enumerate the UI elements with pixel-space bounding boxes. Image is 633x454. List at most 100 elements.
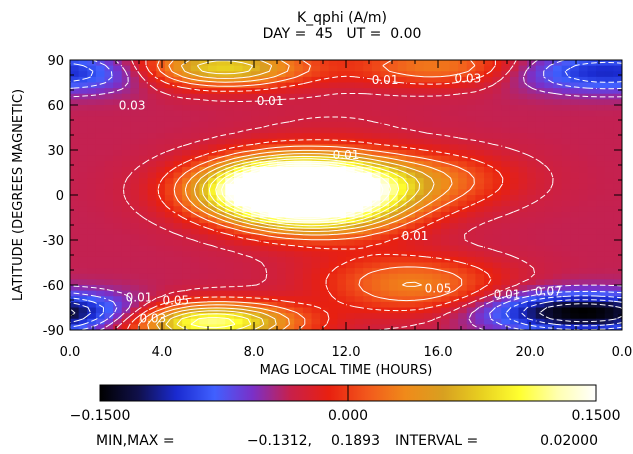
heatmap-cell bbox=[458, 307, 468, 314]
heatmap-cell bbox=[466, 273, 476, 280]
heatmap-cell bbox=[147, 166, 157, 174]
heatmap-cell bbox=[535, 228, 545, 235]
heatmap-cell bbox=[285, 178, 295, 185]
heatmap-cell bbox=[233, 318, 244, 325]
heatmap-cell bbox=[311, 99, 321, 106]
heatmap-cell bbox=[509, 138, 520, 145]
heatmap-cell bbox=[87, 223, 97, 230]
heatmap-cell bbox=[389, 268, 399, 275]
heatmap-cell bbox=[113, 245, 123, 252]
heatmap-cell bbox=[458, 228, 468, 235]
heatmap-cell bbox=[380, 273, 390, 280]
heatmap-cell bbox=[268, 133, 278, 140]
heatmap-cell bbox=[208, 240, 218, 247]
heatmap-cell bbox=[509, 262, 520, 269]
heatmap-cell bbox=[492, 138, 502, 145]
heatmap-cell bbox=[596, 150, 606, 157]
heatmap-cell bbox=[501, 268, 511, 275]
heatmap-cell bbox=[613, 318, 622, 325]
heatmap-cell bbox=[527, 318, 537, 325]
heatmap-cell bbox=[587, 234, 597, 241]
heatmap-cell bbox=[604, 313, 614, 320]
heatmap-cell bbox=[440, 256, 451, 264]
heatmap-cell bbox=[354, 121, 364, 129]
heatmap-cell bbox=[302, 211, 313, 219]
heatmap-cell bbox=[406, 200, 416, 207]
heatmap-cell bbox=[380, 318, 390, 325]
heatmap-cell bbox=[492, 200, 502, 207]
heatmap-cell bbox=[561, 88, 571, 95]
heatmap-cell bbox=[363, 240, 373, 247]
heatmap-cell bbox=[509, 324, 520, 330]
heatmap-cell bbox=[259, 195, 269, 202]
heatmap-cell bbox=[302, 93, 313, 100]
heatmap-cell bbox=[578, 279, 589, 286]
heatmap-cell bbox=[328, 116, 338, 123]
heatmap-cell bbox=[277, 105, 287, 112]
heatmap-cell bbox=[147, 172, 157, 179]
heatmap-cell bbox=[78, 228, 88, 235]
heatmap-cell bbox=[277, 301, 287, 309]
heatmap-cell bbox=[544, 105, 554, 112]
heatmap-cell bbox=[173, 245, 183, 252]
heatmap-cell bbox=[130, 65, 140, 72]
contour-label: 0.01 bbox=[372, 73, 399, 87]
heatmap-cell bbox=[432, 121, 442, 129]
heatmap-cell bbox=[78, 223, 88, 230]
heatmap-cell bbox=[311, 183, 321, 190]
colorbar-mid-label: 0.000 bbox=[328, 408, 368, 424]
heatmap-cell bbox=[182, 189, 192, 196]
heatmap-cell bbox=[113, 296, 123, 303]
heatmap-cell bbox=[553, 189, 563, 196]
heatmap-cell bbox=[199, 313, 209, 320]
heatmap-cell bbox=[458, 234, 468, 241]
heatmap-cell bbox=[604, 228, 614, 235]
heatmap-cell bbox=[578, 172, 589, 179]
heatmap-cell bbox=[156, 251, 166, 258]
heatmap-cell bbox=[492, 82, 502, 89]
heatmap-cell bbox=[130, 262, 140, 269]
heatmap-cell bbox=[302, 144, 313, 151]
heatmap-cell bbox=[164, 223, 175, 230]
heatmap-cell bbox=[509, 99, 520, 106]
heatmap-cell bbox=[484, 178, 494, 185]
heatmap-cell bbox=[570, 189, 580, 196]
heatmap-cell bbox=[164, 200, 175, 207]
heatmap-cell bbox=[268, 273, 278, 280]
heatmap-cell bbox=[570, 105, 580, 112]
heatmap-cell bbox=[87, 60, 97, 67]
heatmap-cell bbox=[277, 290, 287, 297]
heatmap-cell bbox=[371, 301, 382, 309]
heatmap-cell bbox=[147, 105, 157, 112]
heatmap-cell bbox=[328, 206, 338, 213]
heatmap-cell bbox=[406, 307, 416, 314]
heatmap-cell bbox=[449, 206, 459, 213]
heatmap-cell bbox=[87, 228, 97, 235]
heatmap-cell bbox=[432, 279, 442, 286]
heatmap-cell bbox=[596, 155, 606, 162]
heatmap-cell bbox=[242, 301, 252, 309]
heatmap-cell bbox=[242, 166, 252, 174]
heatmap-cell bbox=[587, 71, 597, 78]
heatmap-cell bbox=[415, 245, 425, 252]
heatmap-cell bbox=[553, 200, 563, 207]
heatmap-cell bbox=[199, 223, 209, 230]
heatmap-cell bbox=[182, 116, 192, 123]
heatmap-cell bbox=[259, 138, 269, 145]
heatmap-cell bbox=[440, 251, 451, 258]
heatmap-cell bbox=[173, 105, 183, 112]
heatmap-cell bbox=[527, 138, 537, 145]
heatmap-cell bbox=[363, 313, 373, 320]
heatmap-cell bbox=[544, 195, 554, 202]
heatmap-cell bbox=[484, 318, 494, 325]
heatmap-cell bbox=[561, 150, 571, 157]
heatmap-cell bbox=[242, 211, 252, 219]
heatmap-cell bbox=[406, 71, 416, 78]
heatmap-cell bbox=[139, 217, 149, 224]
heatmap-cell bbox=[95, 206, 106, 213]
heatmap-cell bbox=[423, 105, 433, 112]
heatmap-cell bbox=[432, 240, 442, 247]
heatmap-cell bbox=[130, 116, 140, 123]
heatmap-cell bbox=[251, 234, 261, 241]
heatmap-cell bbox=[363, 93, 373, 100]
